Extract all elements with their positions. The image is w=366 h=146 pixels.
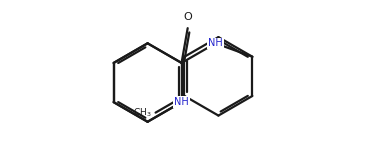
Text: NH: NH (174, 97, 189, 107)
Text: NH: NH (208, 38, 223, 48)
Text: O: O (183, 12, 192, 22)
Text: CH$_3$: CH$_3$ (133, 106, 152, 119)
